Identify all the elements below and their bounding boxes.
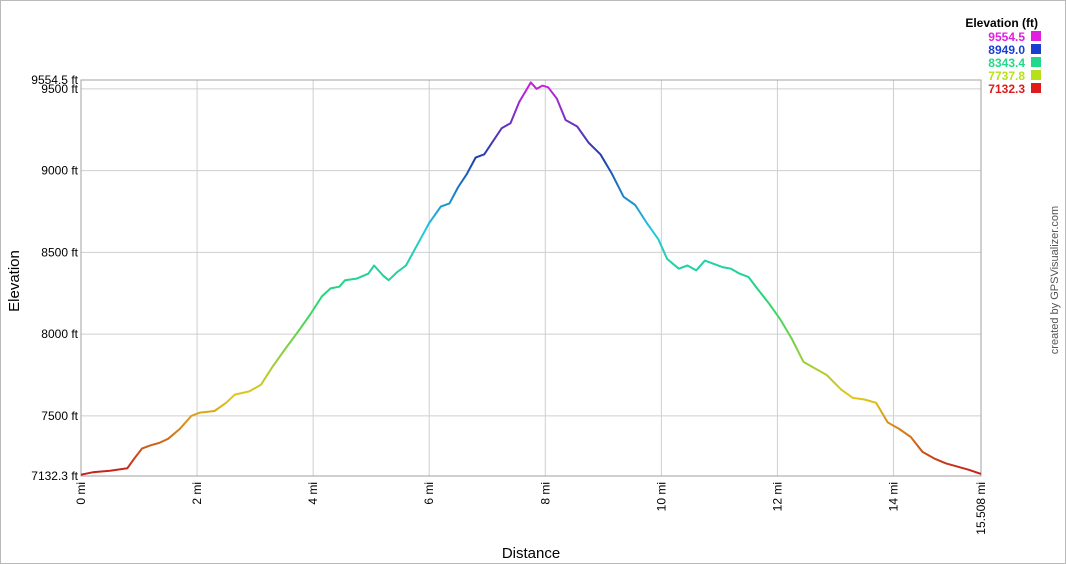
y-tick-label: 9554.5 ft	[31, 73, 78, 87]
y-tick-label: 9500 ft	[41, 82, 78, 96]
grid	[81, 80, 981, 476]
legend-swatch	[1031, 57, 1041, 67]
y-tick-label: 7500 ft	[41, 409, 78, 423]
legend-entry-label: 8343.4	[988, 56, 1025, 70]
y-axis-title: Elevation	[6, 250, 23, 312]
x-tick-label: 14 mi	[886, 482, 900, 511]
credit-text: created by GPSVisualizer.com	[1049, 206, 1061, 354]
legend-swatch	[1031, 31, 1041, 41]
legend-entry-label: 8949.0	[988, 43, 1025, 57]
x-tick-label: 0 mi	[74, 482, 88, 505]
x-tick-label: 4 mi	[306, 482, 320, 505]
legend-swatch	[1031, 44, 1041, 54]
legend-entry-label: 7132.3	[988, 82, 1025, 96]
legend-swatch	[1031, 83, 1041, 93]
x-tick-label: 6 mi	[422, 482, 436, 505]
x-tick-label: 15.508 mi	[974, 482, 988, 535]
x-tick-label: 2 mi	[190, 482, 204, 505]
elevation-line	[80, 81, 982, 476]
series-layer	[80, 81, 982, 476]
x-axis-title: Distance	[502, 545, 560, 562]
legend: Elevation (ft) 9554.58949.08343.47737.87…	[965, 16, 1041, 96]
x-tick-label: 12 mi	[770, 482, 784, 511]
x-tick-label: 8 mi	[538, 482, 552, 505]
y-tick-label: 8000 ft	[41, 327, 78, 341]
legend-entry-label: 9554.5	[988, 30, 1025, 44]
axis-ticks: 0 mi 2 mi 4 mi 6 mi 8 mi 10 mi 12 mi 14 mi 15.50…	[31, 73, 988, 535]
y-tick-label: 7132.3 ft	[31, 469, 78, 483]
legend-entry-label: 7737.8	[988, 69, 1025, 83]
plot-area-border	[80, 79, 982, 477]
y-tick-label: 8500 ft	[41, 245, 78, 259]
x-tick-label: 10 mi	[654, 482, 668, 511]
legend-title: Elevation (ft)	[965, 16, 1038, 30]
legend-swatch	[1031, 70, 1041, 80]
y-tick-label: 9000 ft	[41, 164, 78, 178]
